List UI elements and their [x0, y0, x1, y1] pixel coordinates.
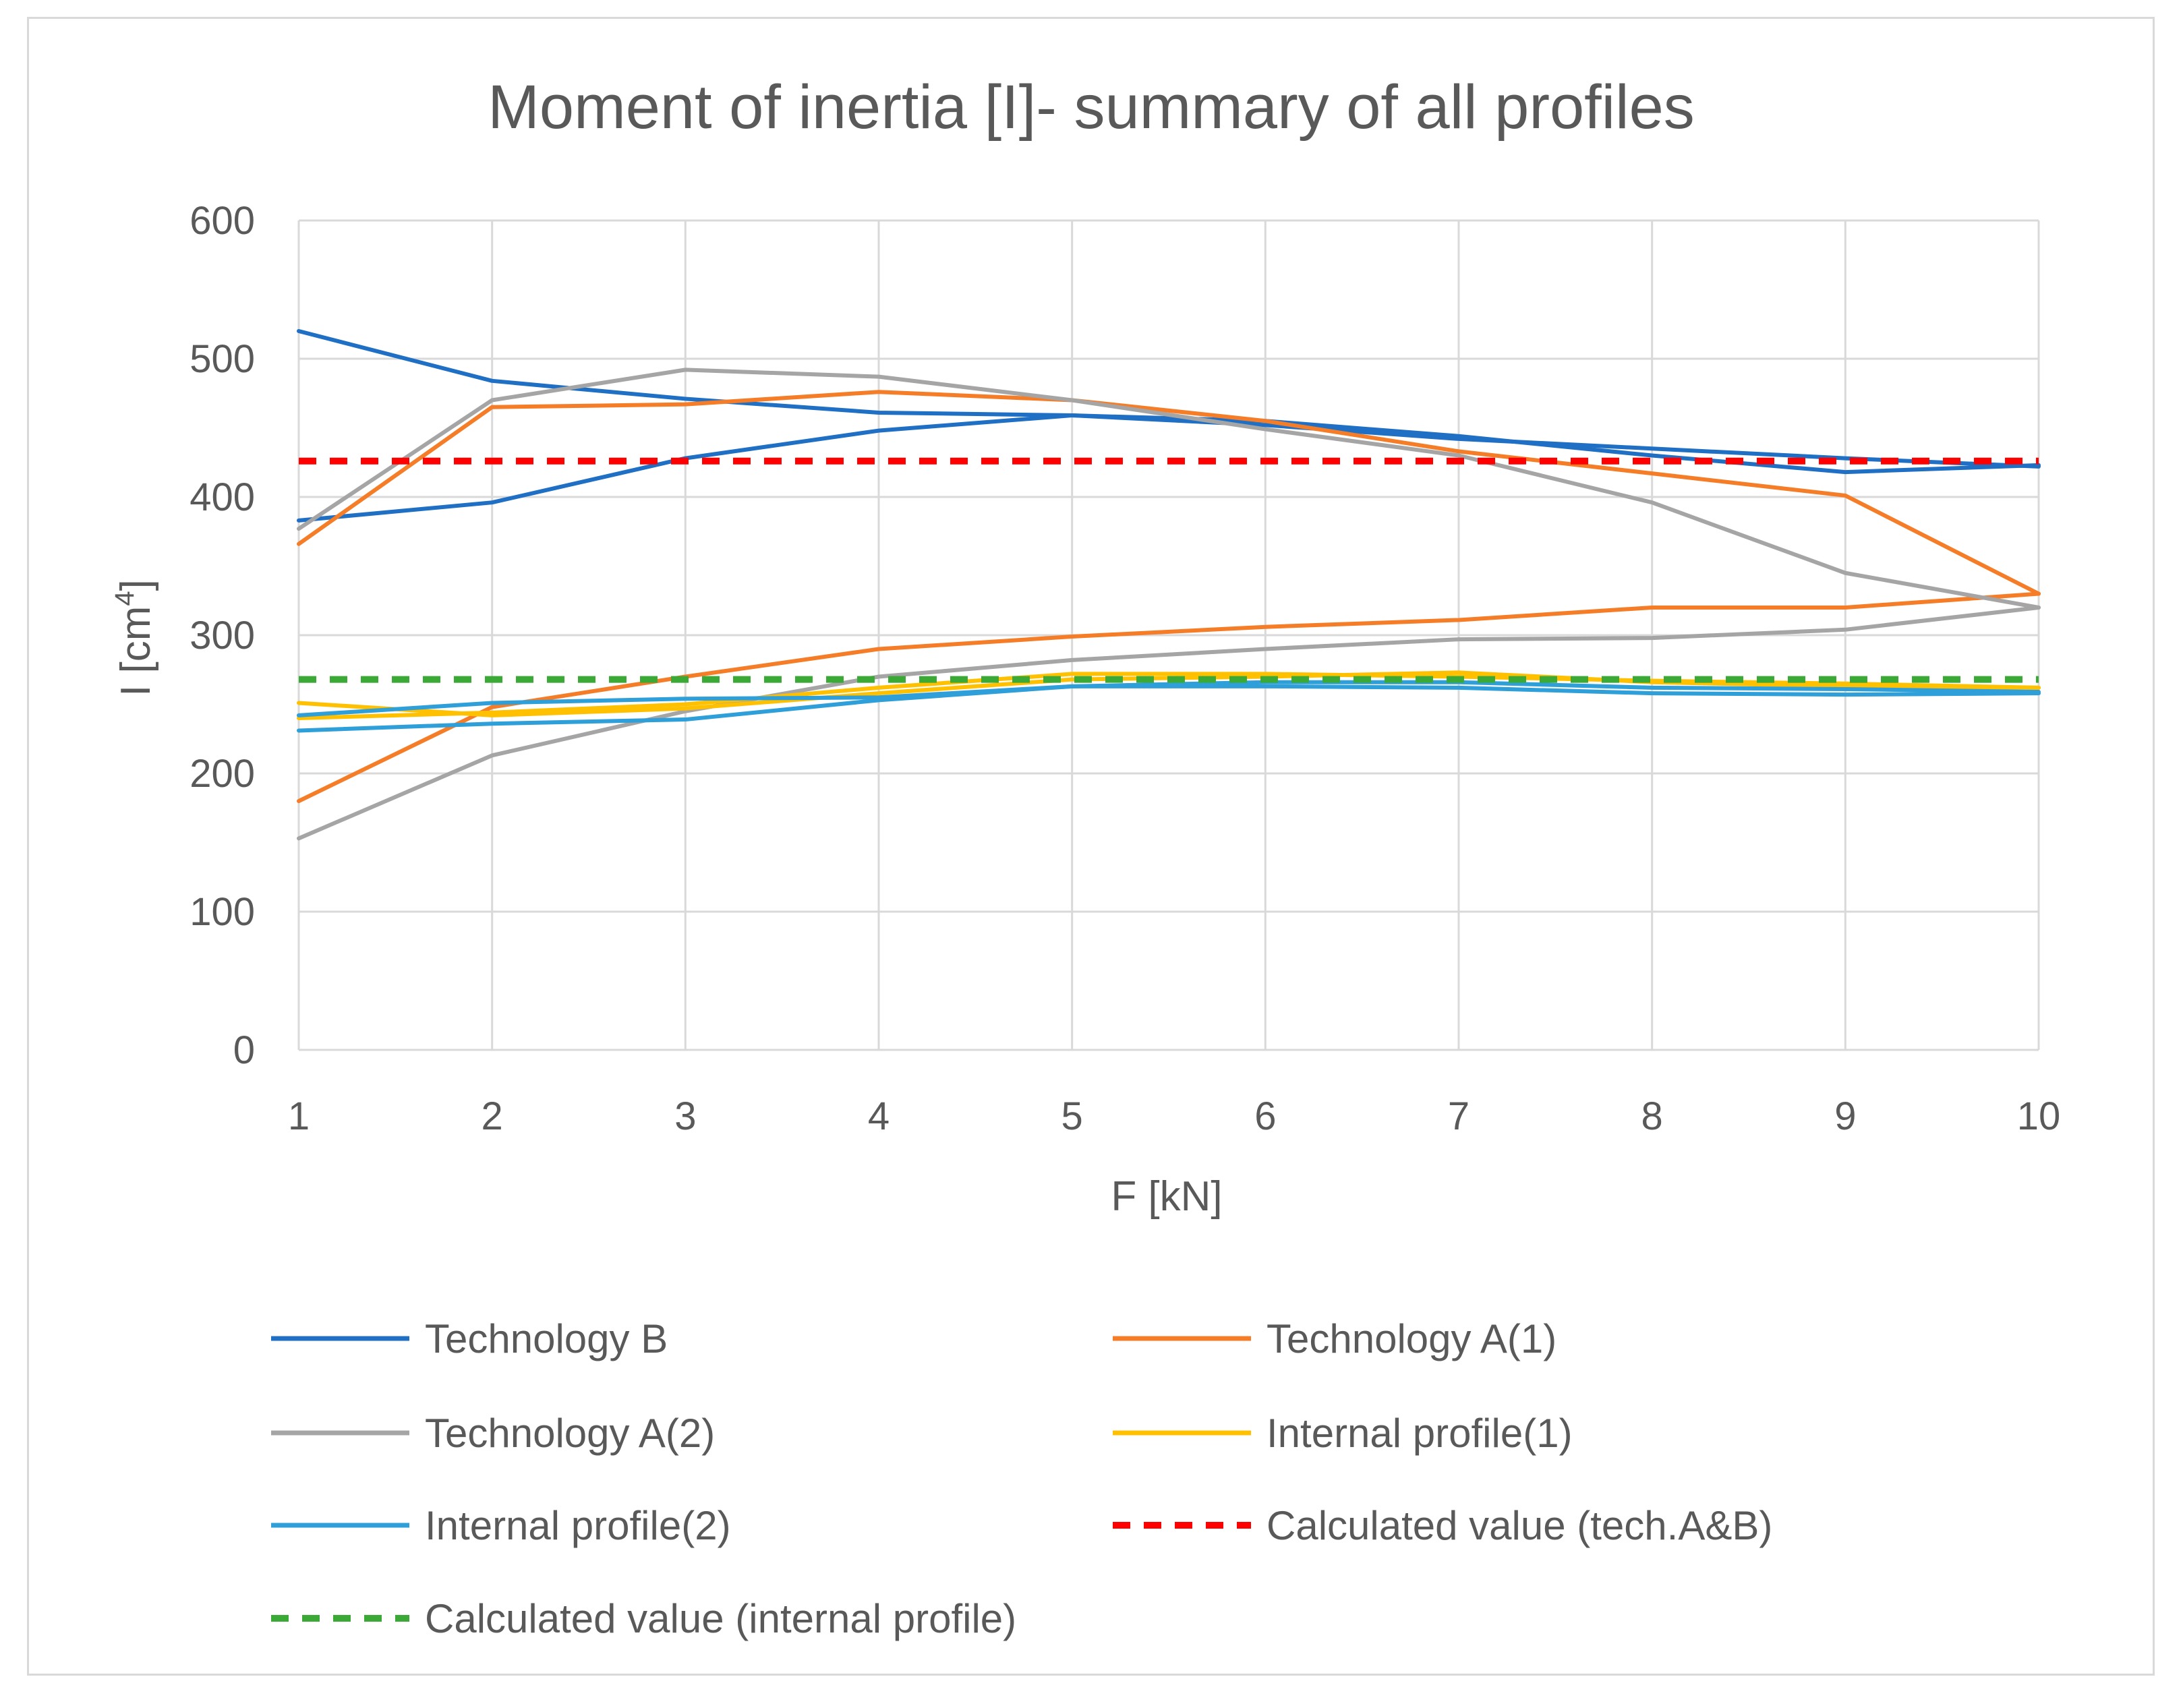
x-tick-label: 4: [868, 1094, 890, 1138]
legend-label: Technology A(1): [1267, 1316, 1556, 1361]
gridlines: [297, 219, 2040, 1051]
legend-label: Calculated value (tech.A&B): [1267, 1503, 1772, 1548]
series-line-internal-profile-2-1: [297, 684, 2041, 733]
legend-item-calculated-value-internal-profile: Calculated value (internal profile): [271, 1596, 1016, 1641]
series-line-internal-profile-1-2: [297, 672, 2041, 720]
y-axis-title: I [cm4]: [110, 579, 159, 697]
x-tick-label: 2: [482, 1094, 503, 1138]
legend-label: Technology A(2): [425, 1411, 715, 1456]
x-tick-label: 5: [1061, 1094, 1083, 1138]
x-tick-label: 3: [674, 1094, 696, 1138]
legend-label: Technology B: [425, 1316, 668, 1361]
x-tick-label: 9: [1834, 1094, 1856, 1138]
series-line-internal-profile-2-2: [297, 680, 2041, 717]
legend-item-internal-profile-2: Internal profile(2): [271, 1503, 731, 1548]
y-tick-label: 600: [190, 199, 255, 243]
legend-label: Internal profile(1): [1267, 1411, 1573, 1456]
y-tick-label: 200: [190, 752, 255, 796]
legend-item-calculated-value-tech-a-b: Calculated value (tech.A&B): [1113, 1503, 1772, 1548]
series-line-technology-b-2: [297, 413, 2041, 523]
chart-frame: [27, 17, 2155, 1676]
legend-label: Calculated value (internal profile): [425, 1596, 1016, 1641]
y-tick-label: 0: [233, 1028, 255, 1072]
x-tick-labels: 1 2 3 4 5 6 7 8 9 10: [288, 1094, 2060, 1138]
x-tick-label: 7: [1448, 1094, 1469, 1138]
series-lines: [297, 329, 2041, 841]
y-axis-title-main: I [cm: [113, 606, 159, 697]
y-axis-title-close: ]: [113, 579, 159, 591]
chart-title: Moment of inertia [I]- summary of all pr…: [488, 73, 1694, 142]
legend: Technology B Technology A(1) Technology A(…: [271, 1316, 1772, 1641]
legend-item-technology-a-1: Technology A(1): [1113, 1316, 1556, 1361]
series-line-technology-a-2-2: [297, 606, 2041, 841]
legend-label: Internal profile(2): [425, 1503, 731, 1548]
series-line-technology-a-1-2: [297, 591, 2041, 803]
legend-item-technology-b: Technology B: [271, 1316, 668, 1361]
y-tick-label: 300: [190, 614, 255, 657]
series-line-technology-a-2-1: [297, 367, 2041, 610]
x-tick-label: 1: [288, 1094, 310, 1138]
x-tick-label: 10: [2017, 1094, 2061, 1138]
y-tick-label: 100: [190, 890, 255, 934]
series-line-technology-b-1: [297, 329, 2041, 469]
legend-item-technology-a-2: Technology A(2): [271, 1411, 715, 1456]
y-tick-label: 500: [190, 337, 255, 381]
y-axis-title-superscript: 4: [110, 591, 140, 606]
series-line-technology-a-1-1: [297, 390, 2041, 596]
legend-item-internal-profile-1: Internal profile(1): [1113, 1411, 1573, 1456]
x-tick-label: 8: [1641, 1094, 1663, 1138]
x-tick-label: 6: [1254, 1094, 1276, 1138]
y-tick-label: 400: [190, 475, 255, 519]
y-tick-labels: 0 100 200 300 400 500 600: [190, 199, 255, 1072]
x-axis-title: F [kN]: [1111, 1173, 1222, 1220]
